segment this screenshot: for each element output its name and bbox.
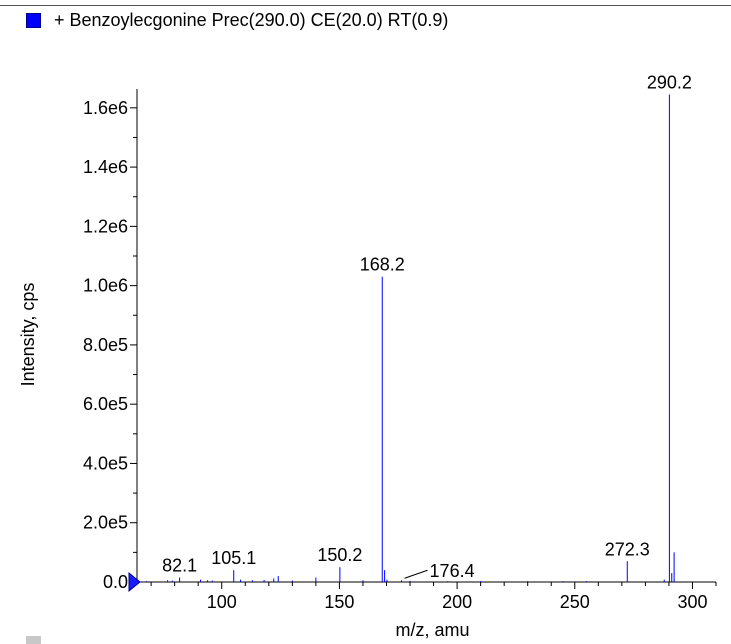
x-tick-label: 150 [324,592,354,612]
legend-label: + Benzoylecgonine Prec(290.0) CE(20.0) R… [54,9,449,30]
next-chart-legend-swatch [26,636,41,644]
peak-label: 150.2 [317,545,362,565]
y-tick-label: 6.0e5 [83,394,128,414]
chart-legend: + Benzoylecgonine Prec(290.0) CE(20.0) R… [26,9,448,31]
y-tick-label: 0.0 [103,572,128,592]
y-axis-title: Intensity, cps [18,283,38,387]
y-tick-label: 8.0e5 [83,335,128,355]
origin-marker-icon [128,571,141,593]
top-border [0,5,731,6]
peak-label-leader [404,569,428,579]
y-tick-label: 2.0e5 [83,513,128,533]
x-tick-label: 250 [560,592,590,612]
x-tick-label: 200 [442,592,472,612]
x-tick-label: 100 [207,592,237,612]
peak-label: 176.4 [430,561,475,581]
legend-swatch [26,12,41,28]
y-tick-label: 1.2e6 [83,216,128,236]
peak-label: 168.2 [360,255,405,275]
chart-axes: 0.0 2.0e5 4.0e5 6.0e5 8.0e5 1.0e6 1.2e6 1.4e6 1.… [18,89,717,640]
spectrum-peaks [146,94,675,582]
peak-labels: 82.1 105.1 150.2 168.2 176.4 272.3 290.2 [162,72,692,581]
peak-label: 272.3 [605,539,650,559]
peak-label: 105.1 [211,548,256,568]
y-tick-label: 1.0e6 [83,276,128,296]
x-axis-title: m/z, amu [395,620,469,640]
peak-label: 290.2 [647,72,692,92]
y-tick-label: 1.6e6 [83,98,128,118]
x-tick-label: 300 [677,592,707,612]
y-tick-label: 1.4e6 [83,157,128,177]
peak-label: 82.1 [162,556,197,576]
y-tick-label: 4.0e5 [83,453,128,473]
